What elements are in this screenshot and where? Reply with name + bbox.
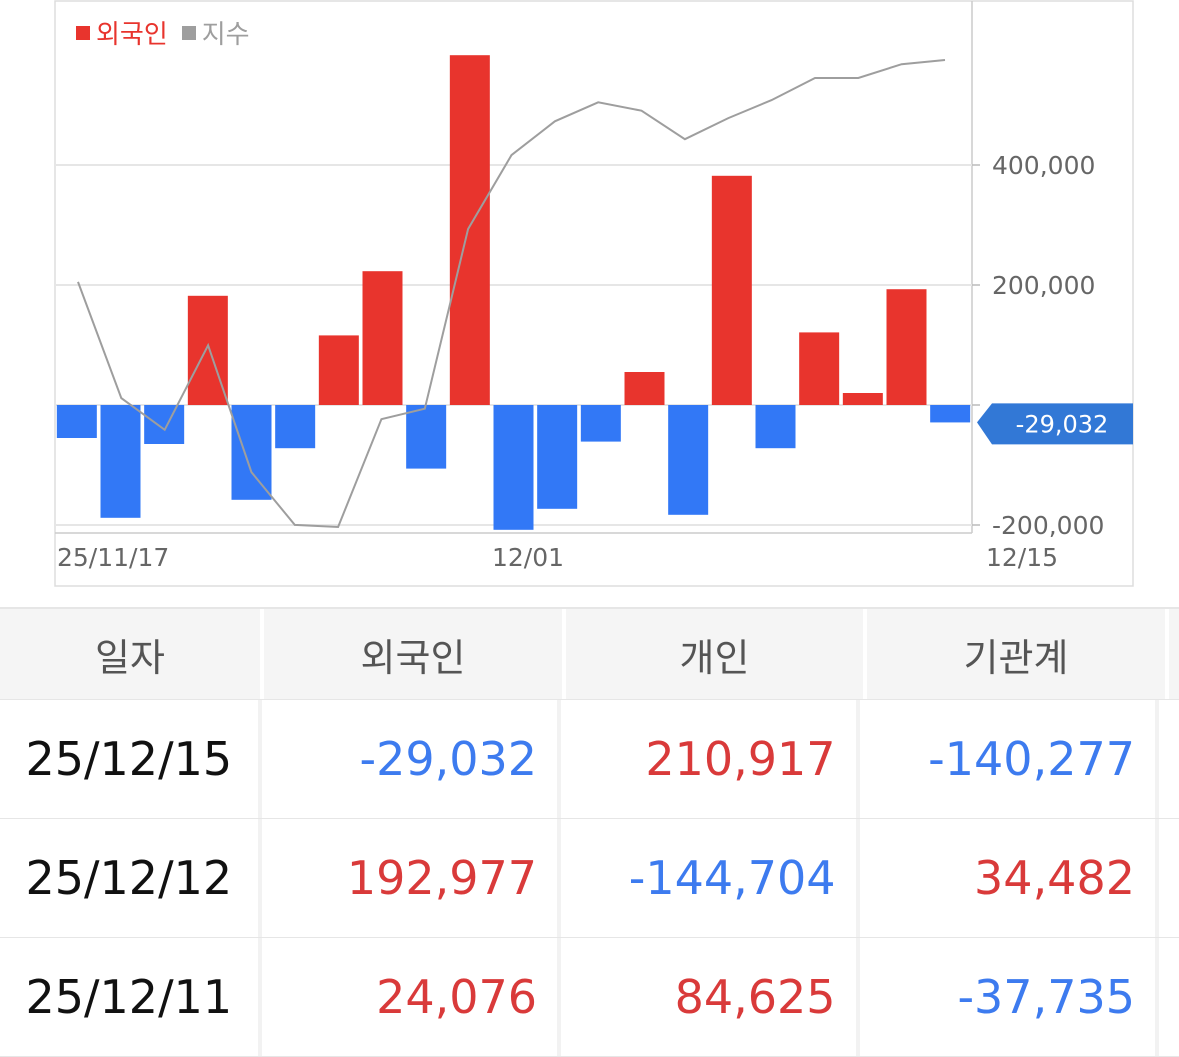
legend-swatch-index (181, 25, 196, 40)
row-foreign: 24,076 (262, 938, 562, 1056)
row-foreign: 192,977 (262, 819, 562, 937)
foreign-bar (711, 175, 752, 405)
foreign-bar (318, 335, 359, 405)
foreign-bar (755, 405, 796, 449)
chart-legend: 외국인 지수 (76, 14, 264, 51)
foreign-bar (187, 295, 228, 405)
row-foreign: -29,032 (262, 700, 562, 818)
row-individual: -144,704 (561, 819, 860, 937)
row-individual: 84,625 (561, 938, 860, 1056)
foreign-bar (449, 55, 490, 405)
legend-label-index: 지수 (201, 20, 250, 50)
row-institution: -37,735 (860, 938, 1159, 1056)
table-header-row: 일자 외국인 개인 기관계 (0, 607, 1179, 700)
last-value-badge: -29,032 (977, 403, 1133, 445)
y-tick-label: 400,000 (992, 151, 1095, 180)
header-individual[interactable]: 개인 (566, 609, 867, 699)
foreign-bar (624, 372, 665, 405)
foreign-bar (580, 405, 621, 442)
y-axis-ticks: 400,000 200,000 -200,000 (992, 151, 1104, 540)
foreign-bar (362, 271, 403, 405)
last-value-badge-label: -29,032 (1016, 410, 1109, 438)
foreign-bar (56, 405, 97, 438)
foreign-bar (144, 405, 185, 444)
header-institution[interactable]: 기관계 (867, 609, 1169, 699)
foreign-bars (56, 55, 971, 530)
x-tick-label: 12/15 (986, 543, 1058, 572)
y-tick-label: -200,000 (992, 511, 1104, 540)
foreign-bar (886, 289, 927, 405)
row-overflow (1159, 938, 1179, 1056)
row-date: 25/12/12 (0, 819, 262, 937)
row-overflow (1159, 819, 1179, 937)
index-line-layer (77, 59, 946, 529)
index-line (77, 59, 946, 529)
foreign-bar (275, 405, 316, 449)
foreign-bar (493, 405, 534, 530)
table-row[interactable]: 25/12/15 -29,032 210,917 -140,277 (0, 700, 1179, 819)
row-overflow (1159, 700, 1179, 818)
foreign-bar (842, 393, 883, 405)
header-overflow (1169, 609, 1179, 699)
table-row[interactable]: 25/12/11 24,076 84,625 -37,735 (0, 938, 1179, 1057)
foreign-bar (668, 405, 709, 515)
x-tick-label: 12/01 (492, 543, 564, 572)
foreign-bar (799, 332, 840, 405)
table-row[interactable]: 25/12/12 192,977 -144,704 34,482 (0, 819, 1179, 938)
foreign-bar (100, 405, 141, 518)
foreign-bar (406, 405, 447, 469)
investor-chart: 400,000 200,000 -200,000 25/11/17 12/01 12/1… (54, 0, 1134, 587)
header-date[interactable]: 일자 (0, 609, 264, 699)
foreign-bar (537, 405, 578, 509)
row-date: 25/12/15 (0, 700, 262, 818)
row-date: 25/12/11 (0, 938, 262, 1056)
x-tick-label: 25/11/17 (57, 543, 169, 572)
investor-table: 일자 외국인 개인 기관계 25/12/15 -29,032 210,917 -… (0, 607, 1179, 1057)
foreign-bar (930, 405, 971, 423)
row-individual: 210,917 (561, 700, 860, 818)
chart-frame (54, 0, 1134, 587)
last-value-badge-shape (977, 403, 1133, 445)
legend-swatch-foreign (76, 25, 90, 40)
header-foreign[interactable]: 외국인 (264, 609, 566, 699)
x-axis-ticks: 25/11/17 12/01 12/15 (57, 543, 1058, 572)
row-institution: 34,482 (860, 819, 1159, 937)
legend-label-foreign: 외국인 (96, 20, 168, 50)
chart-svg: 400,000 200,000 -200,000 25/11/17 12/01 12/1… (54, 0, 1134, 587)
foreign-bar (231, 405, 272, 500)
row-institution: -140,277 (860, 700, 1159, 818)
y-tick-label: 200,000 (992, 271, 1095, 300)
